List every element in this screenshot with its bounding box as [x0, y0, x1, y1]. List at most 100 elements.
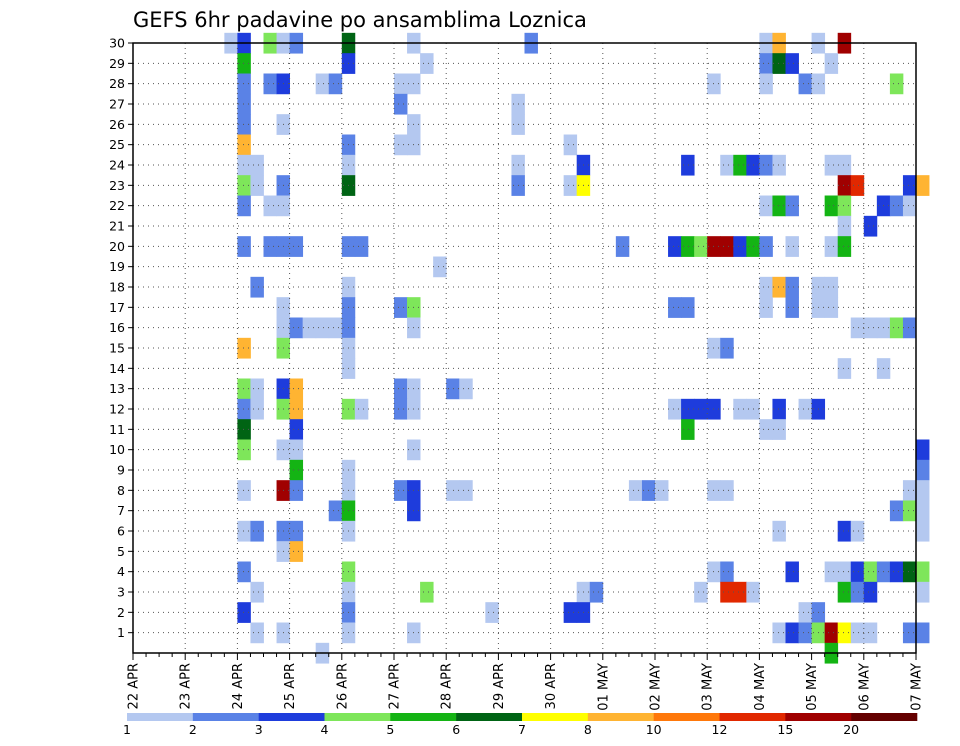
heatmap-cell [237, 561, 251, 583]
heatmap-cell [863, 215, 878, 237]
y-tick-label: 27 [109, 97, 125, 112]
heatmap-cell [798, 622, 812, 644]
heatmap-cell [237, 93, 251, 115]
colorbar-label: 4 [321, 722, 329, 737]
heatmap-cell [850, 520, 865, 542]
colorbar-segment [258, 713, 325, 721]
heatmap-cell [824, 154, 839, 176]
colorbar-segment [127, 713, 194, 721]
heatmap-cell [916, 622, 930, 644]
y-tick-label: 10 [109, 442, 125, 457]
heatmap-cell [733, 154, 747, 176]
heatmap-cell [237, 419, 251, 440]
heatmap-cell [824, 276, 839, 298]
heatmap-cell [824, 622, 839, 644]
heatmap-cell [237, 134, 251, 156]
heatmap-cell [902, 622, 917, 644]
heatmap-cell [237, 520, 251, 542]
x-tick-label: 30 APR [544, 663, 559, 709]
heatmap-cell [720, 236, 734, 257]
heatmap-cell [694, 236, 708, 257]
heatmap-cell [772, 622, 786, 644]
heatmap-cell [772, 398, 786, 420]
chart-title: GEFS 6hr padavine po ansamblima Loznica [133, 8, 587, 32]
heatmap-cell [394, 297, 408, 318]
heatmap-cell [916, 439, 930, 461]
heatmap-cell [785, 53, 799, 74]
heatmap-cell [837, 622, 852, 644]
heatmap-cell [902, 317, 917, 339]
heatmap-cell [759, 236, 773, 257]
heatmap-cell [733, 398, 747, 420]
heatmap-cell [681, 154, 695, 176]
x-tick-label: 05 MAY [805, 663, 820, 711]
heatmap-cell [889, 195, 904, 217]
heatmap-cell [759, 154, 773, 176]
y-tick-label: 18 [109, 280, 125, 295]
heatmap-cell [563, 602, 578, 623]
heatmap-cell [733, 236, 747, 257]
heatmap-cell [772, 53, 786, 74]
y-tick-label: 23 [109, 178, 125, 193]
heatmap-cell [263, 73, 277, 95]
heatmap-cell [668, 398, 682, 420]
heatmap-cell [772, 276, 786, 298]
heatmap-cell [850, 622, 865, 644]
heatmap-cell [328, 500, 343, 522]
heatmap-cell [589, 581, 604, 603]
heatmap-cell [837, 215, 852, 237]
heatmap-cell [863, 317, 878, 339]
y-tick-label: 12 [109, 402, 125, 417]
heatmap-cell [394, 73, 408, 95]
x-tick-label: 22 APR [127, 663, 142, 709]
heatmap-cell [863, 581, 878, 603]
heatmap-cell [655, 480, 669, 501]
y-tick-label: 28 [109, 76, 125, 91]
heatmap-cell [850, 175, 865, 196]
y-tick-label: 29 [109, 56, 125, 71]
heatmap-cell [328, 73, 343, 95]
heatmap-cell [394, 93, 408, 115]
heatmap-cell [837, 154, 852, 176]
heatmap-cell [902, 175, 917, 196]
heatmap-cell [798, 73, 812, 95]
heatmap-cell [850, 581, 865, 603]
heatmap-cell [668, 236, 682, 257]
heatmap-cell [785, 297, 799, 318]
heatmap-cell [785, 195, 799, 217]
heatmap-cells [224, 32, 930, 664]
colorbar: 1 2 3 4 5 6 7 8 10 12 15 20 [123, 713, 918, 737]
heatmap-cell [237, 114, 251, 135]
colorbar-segment [390, 713, 457, 721]
y-tick-label: 3 [117, 585, 125, 600]
heatmap-cell [354, 398, 369, 420]
heatmap-cell [785, 236, 799, 257]
x-tick-label: 07 MAY [910, 663, 925, 711]
heatmap-cell [850, 561, 865, 583]
heatmap-cell [250, 378, 264, 400]
heatmap-cell [889, 73, 904, 95]
heatmap-cell [250, 581, 264, 603]
heatmap-cell [237, 154, 251, 176]
y-tick-label: 6 [117, 524, 125, 539]
heatmap-cell [889, 317, 904, 339]
heatmap-cell [916, 175, 930, 196]
heatmap-cell [772, 419, 786, 440]
heatmap-cell [420, 581, 434, 603]
heatmap-cell [785, 561, 799, 583]
x-tick-label: 27 APR [388, 663, 403, 709]
y-tick-label: 19 [109, 259, 125, 274]
heatmap-cell [759, 276, 773, 298]
heatmap-cell [433, 256, 447, 278]
heatmap-cell [394, 480, 408, 501]
heatmap-cell [394, 378, 408, 400]
y-tick-label: 1 [117, 625, 125, 640]
y-tick-label: 7 [117, 503, 125, 518]
heatmap-cell [302, 317, 317, 339]
heatmap-cell [420, 53, 434, 74]
heatmap-cell [837, 236, 852, 257]
heatmap-cell [916, 581, 930, 603]
heatmap-cell [759, 297, 773, 318]
x-tick-label: 26 APR [335, 663, 350, 709]
heatmap-cell [916, 561, 930, 583]
